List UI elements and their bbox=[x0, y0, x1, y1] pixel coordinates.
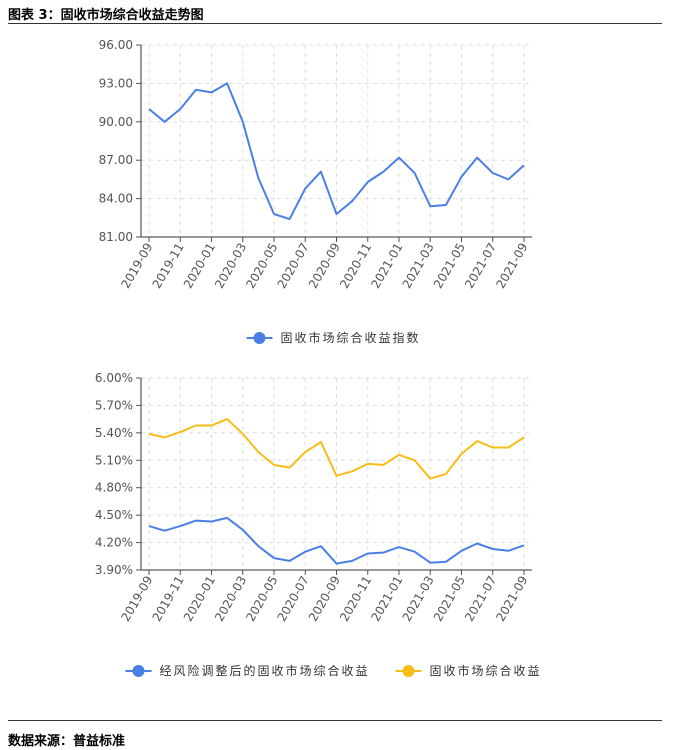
chart-2: 3.90% 4.20% 4.50% 4.80% 5.10% 5.40% 5.70% 6.00%… bbox=[95, 371, 542, 678]
figure-title: 图表 3：固收市场综合收益走势图 bbox=[8, 8, 204, 23]
bottom-divider bbox=[8, 720, 662, 721]
y-tick-label: 4.20% bbox=[95, 536, 133, 550]
y-tick-label: 4.80% bbox=[95, 481, 133, 495]
y-tick-label: 90.00 bbox=[99, 115, 133, 129]
y-tick-label: 87.00 bbox=[99, 153, 133, 167]
legend-item-2: 固收市场综合收益 bbox=[395, 663, 542, 678]
legend-item-1: 固收市场综合收益指数 bbox=[246, 330, 421, 345]
y-tick-label: 4.50% bbox=[95, 508, 133, 522]
legend-label: 经风险调整后的固收市场综合收益 bbox=[160, 663, 370, 678]
y-tick-label: 96.00 bbox=[99, 38, 133, 52]
data-source: 数据来源：普益标准 bbox=[8, 734, 126, 749]
y-tick-label: 93.00 bbox=[99, 76, 133, 90]
top-divider bbox=[8, 23, 662, 24]
y-tick-label: 84.00 bbox=[99, 192, 133, 206]
legend-item-1: 经风险调整后的固收市场综合收益 bbox=[125, 663, 370, 678]
y-tick-label: 5.70% bbox=[95, 398, 133, 412]
legend-marker bbox=[253, 332, 266, 344]
legend-marker bbox=[402, 665, 415, 677]
y-tick-label: 5.10% bbox=[95, 453, 133, 467]
legend-label: 固收市场综合收益 bbox=[430, 663, 542, 678]
y-tick-label: 81.00 bbox=[99, 230, 133, 244]
legend-marker bbox=[132, 665, 145, 677]
series-line-1 bbox=[148, 516, 525, 565]
series-line-2 bbox=[148, 418, 525, 480]
y-tick-label: 5.40% bbox=[95, 426, 133, 440]
legend-label: 固收市场综合收益指数 bbox=[281, 330, 421, 345]
chart-1: 81.0084.0087.0090.0093.0096.002019-09201… bbox=[99, 38, 532, 345]
series-line-1 bbox=[148, 82, 525, 221]
y-tick-label: 3.90% bbox=[95, 563, 133, 577]
y-tick-label: 6.00% bbox=[95, 371, 133, 385]
